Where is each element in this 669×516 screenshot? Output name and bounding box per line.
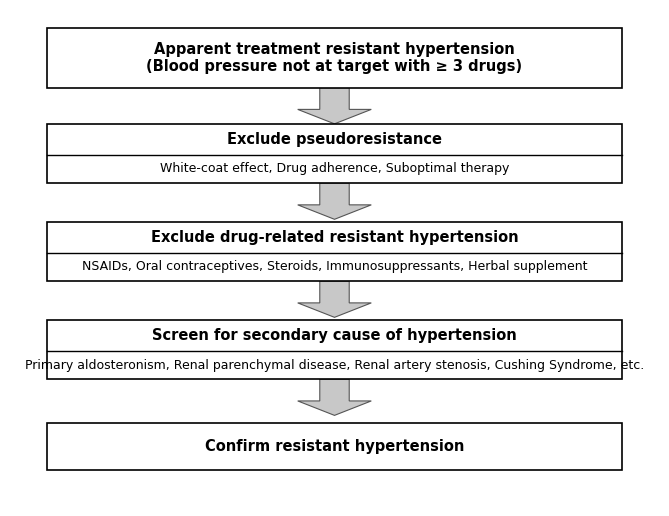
Bar [47,320,622,379]
Text: White-coat effect, Drug adherence, Suboptimal therapy: White-coat effect, Drug adherence, Subop… [160,163,509,175]
Text: Screen for secondary cause of hypertension: Screen for secondary cause of hypertensi… [152,328,517,343]
Text: Apparent treatment resistant hypertension
(Blood pressure not at target with ≥ 3: Apparent treatment resistant hypertensio… [147,42,522,74]
Text: NSAIDs, Oral contraceptives, Steroids, Immunosuppressants, Herbal supplement: NSAIDs, Oral contraceptives, Steroids, I… [82,261,587,273]
Text: Exclude pseudoresistance: Exclude pseudoresistance [227,132,442,147]
Bar [47,222,622,281]
Bar [47,124,622,183]
Bar [47,423,622,470]
Bar [47,28,622,88]
Text: Confirm resistant hypertension: Confirm resistant hypertension [205,439,464,454]
Polygon shape [298,281,371,317]
Text: Primary aldosteronism, Renal parenchymal disease, Renal artery stenosis, Cushing: Primary aldosteronism, Renal parenchymal… [25,359,644,372]
Polygon shape [298,379,371,415]
Polygon shape [298,88,371,124]
Polygon shape [298,183,371,219]
Text: Exclude drug-related resistant hypertension: Exclude drug-related resistant hypertens… [151,230,518,245]
